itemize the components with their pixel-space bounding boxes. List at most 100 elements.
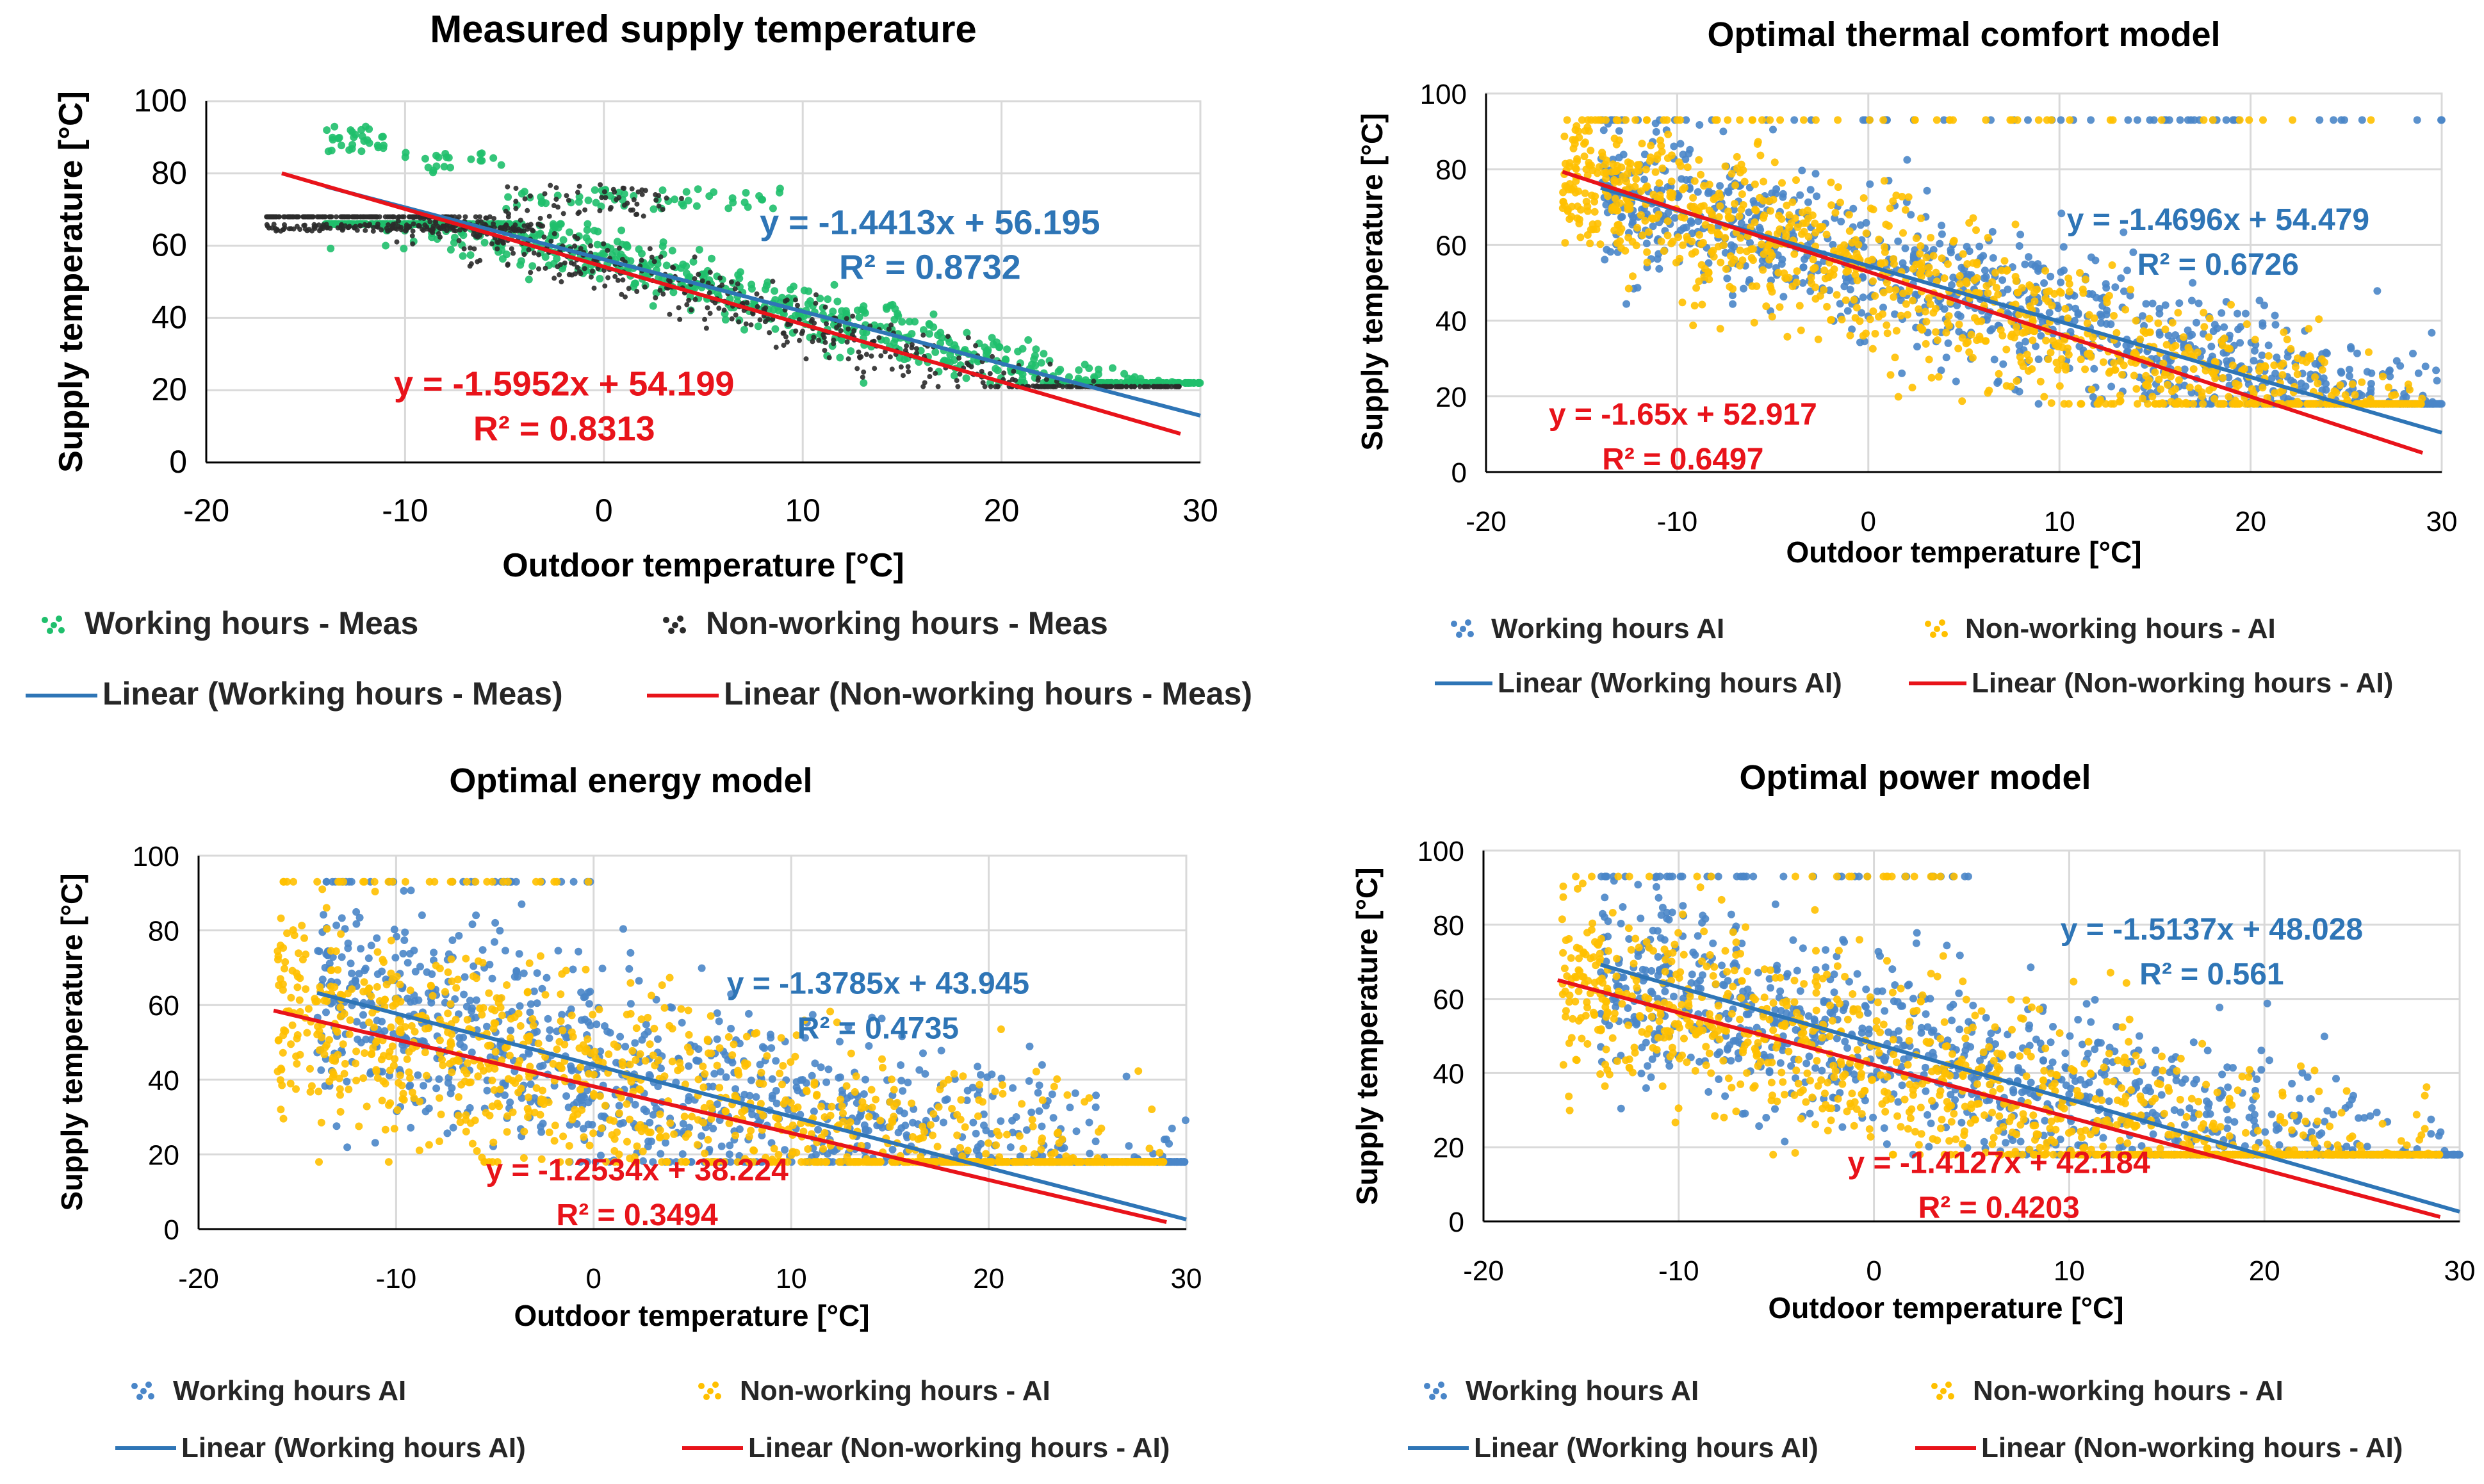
data-point: [460, 990, 468, 999]
data-point: [2276, 388, 2284, 396]
data-point: [1938, 222, 1946, 230]
data-point: [427, 219, 433, 225]
data-point: [272, 225, 278, 231]
data-point: [783, 298, 788, 304]
data-point: [1938, 254, 1946, 263]
data-point: [502, 947, 509, 955]
data-point: [692, 276, 698, 282]
legend-marker-point: [663, 617, 669, 623]
data-point: [995, 384, 1001, 389]
data-point: [1638, 231, 1647, 240]
data-point: [872, 366, 878, 371]
data-point: [1740, 177, 1749, 186]
data-point: [2283, 336, 2291, 343]
data-point: [345, 214, 350, 220]
data-point: [1724, 116, 1732, 124]
data-point: [1629, 272, 1637, 281]
data-point: [1609, 160, 1617, 168]
data-point: [728, 279, 734, 285]
data-point: [954, 378, 960, 384]
legend-marker-point: [47, 628, 53, 634]
data-point: [566, 272, 572, 277]
data-point: [1049, 1114, 1058, 1122]
data-point: [1716, 182, 1724, 190]
data-point: [727, 1025, 735, 1032]
data-point: [338, 953, 346, 961]
chart-title: Measured supply temperature: [430, 8, 977, 51]
data-point: [398, 227, 404, 232]
data-point: [575, 947, 583, 956]
data-point: [1670, 142, 1678, 151]
series-points-0: [322, 122, 1204, 387]
data-point: [1011, 368, 1017, 374]
data-point: [1915, 260, 1924, 268]
data-point: [757, 317, 763, 323]
data-point: [355, 913, 364, 922]
data-point: [1031, 361, 1040, 370]
data-point: [409, 233, 415, 239]
data-point: [494, 246, 500, 252]
data-point: [559, 279, 564, 284]
data-point: [1825, 273, 1833, 282]
data-point: [2353, 349, 2361, 357]
data-point: [1580, 152, 1589, 161]
data-point: [787, 286, 795, 294]
data-point: [2145, 314, 2153, 323]
data-point: [2227, 300, 2235, 309]
data-point: [436, 231, 441, 236]
data-point: [1830, 265, 1838, 273]
data-point: [870, 321, 879, 329]
data-point: [684, 197, 692, 205]
chart-measured: Measured supply temperature-20 -10 0 10 20 30…: [26, 8, 1252, 712]
data-point: [483, 1022, 491, 1031]
x-tick-label: -20: [1466, 506, 1507, 537]
data-point: [2200, 309, 2208, 317]
data-point: [491, 938, 498, 946]
data-point: [1862, 329, 1870, 338]
data-point: [755, 304, 760, 309]
legend-entry-label: Linear (Working hours AI): [1498, 667, 1842, 699]
data-point: [1678, 298, 1687, 307]
data-point: [1765, 256, 1774, 264]
data-point: [1779, 293, 1788, 301]
data-point: [367, 214, 373, 220]
data-point: [1822, 231, 1831, 239]
data-point: [329, 136, 337, 144]
data-point: [969, 1118, 977, 1127]
data-point: [686, 297, 692, 303]
data-point: [824, 321, 829, 327]
data-point: [2311, 373, 2319, 381]
data-point: [816, 295, 824, 302]
data-point: [1717, 258, 1725, 266]
data-point: [1150, 384, 1156, 389]
data-point: [404, 959, 412, 967]
data-point: [934, 331, 942, 339]
data-point: [2362, 400, 2370, 408]
data-point: [2164, 380, 2171, 389]
data-point: [745, 1009, 753, 1018]
data-point: [572, 243, 578, 249]
data-point: [728, 194, 737, 202]
data-point: [830, 281, 838, 289]
data-point: [1799, 263, 1808, 272]
data-point: [2180, 365, 2189, 373]
data-point: [1733, 152, 1741, 161]
data-point: [1591, 116, 1599, 124]
data-point: [1882, 220, 1890, 229]
data-point: [2061, 305, 2070, 313]
data-point: [2146, 328, 2154, 336]
data-point: [2057, 209, 2066, 218]
data-point: [2175, 299, 2184, 307]
data-point: [1834, 183, 1842, 192]
data-point: [667, 311, 673, 317]
data-point: [850, 313, 856, 319]
data-point: [1027, 1108, 1036, 1116]
data-point: [1687, 202, 1695, 211]
data-point: [1664, 130, 1672, 138]
data-point: [1802, 219, 1810, 227]
data-point: [1583, 207, 1592, 215]
data-point: [2318, 366, 2326, 374]
data-point: [897, 1061, 905, 1069]
data-point: [360, 137, 368, 145]
data-point: [1991, 268, 2000, 277]
